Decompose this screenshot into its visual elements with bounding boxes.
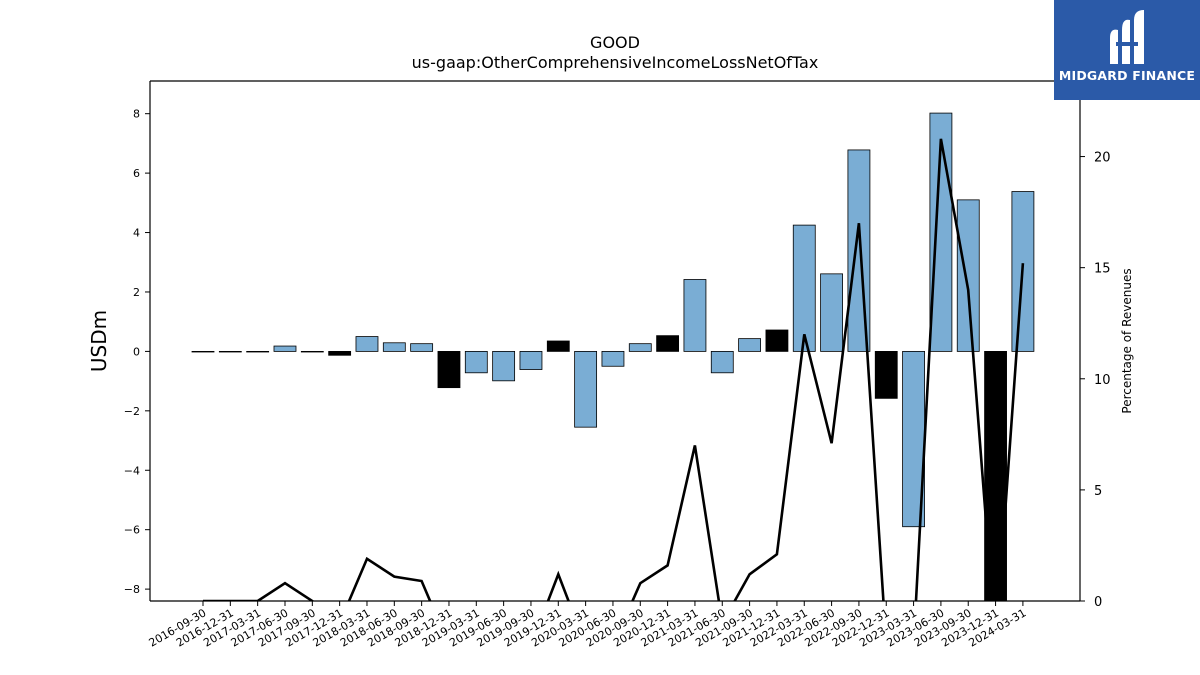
y-tick-label: 6 (133, 167, 140, 180)
bar (656, 335, 680, 352)
bar (574, 350, 598, 428)
y-tick-label: 8 (133, 108, 140, 121)
y2-tick-label: 5 (1094, 484, 1102, 499)
bar (683, 279, 707, 352)
bar (738, 338, 761, 352)
bar (410, 343, 434, 352)
bars-group (191, 112, 1035, 602)
bar (792, 224, 816, 352)
bar (874, 350, 898, 399)
chart-title: GOOD (590, 33, 640, 52)
y2-tick-label: 0 (1094, 595, 1102, 610)
bar (601, 350, 625, 367)
bar (355, 336, 379, 352)
y2-tick-label: 15 (1094, 262, 1111, 277)
bar (300, 350, 324, 353)
bar (956, 199, 980, 352)
bar (765, 329, 789, 352)
bar (246, 350, 270, 353)
bar (191, 350, 215, 353)
bar (273, 345, 297, 352)
y-tick-label: 2 (133, 286, 140, 299)
y-tick-label: −6 (124, 524, 140, 537)
y-tick-label: 0 (133, 345, 140, 358)
bar (328, 350, 352, 356)
y2-tick-label: 20 (1094, 151, 1111, 166)
chart-subtitle: us-gaap:OtherComprehensiveIncomeLossNetO… (412, 53, 819, 72)
bar (628, 343, 652, 352)
bar (847, 149, 871, 352)
y2-axis-label: Percentage of Revenues (1120, 268, 1134, 413)
bar (218, 350, 242, 353)
y-tick-label: −4 (124, 464, 140, 477)
logo-text: MIDGARD FINANCE (1058, 68, 1196, 83)
series-line (203, 138, 1025, 601)
logo-mark-icon (1110, 10, 1144, 64)
bar (820, 273, 843, 352)
y-axis-label: USDm (87, 310, 111, 372)
bar (546, 340, 570, 352)
y-tick-label: −2 (124, 405, 140, 418)
y-tick-label: 4 (133, 227, 140, 240)
bar (464, 350, 488, 374)
logo: MIDGARD FINANCE (1054, 0, 1200, 100)
bar (492, 350, 516, 382)
y-tick-label: −8 (124, 583, 140, 596)
bar (710, 350, 734, 374)
y2-tick-label: 10 (1094, 373, 1111, 388)
bar (437, 350, 461, 389)
line-group (203, 138, 1025, 601)
bar (519, 350, 543, 370)
bar (984, 350, 1007, 602)
bar (382, 342, 406, 352)
